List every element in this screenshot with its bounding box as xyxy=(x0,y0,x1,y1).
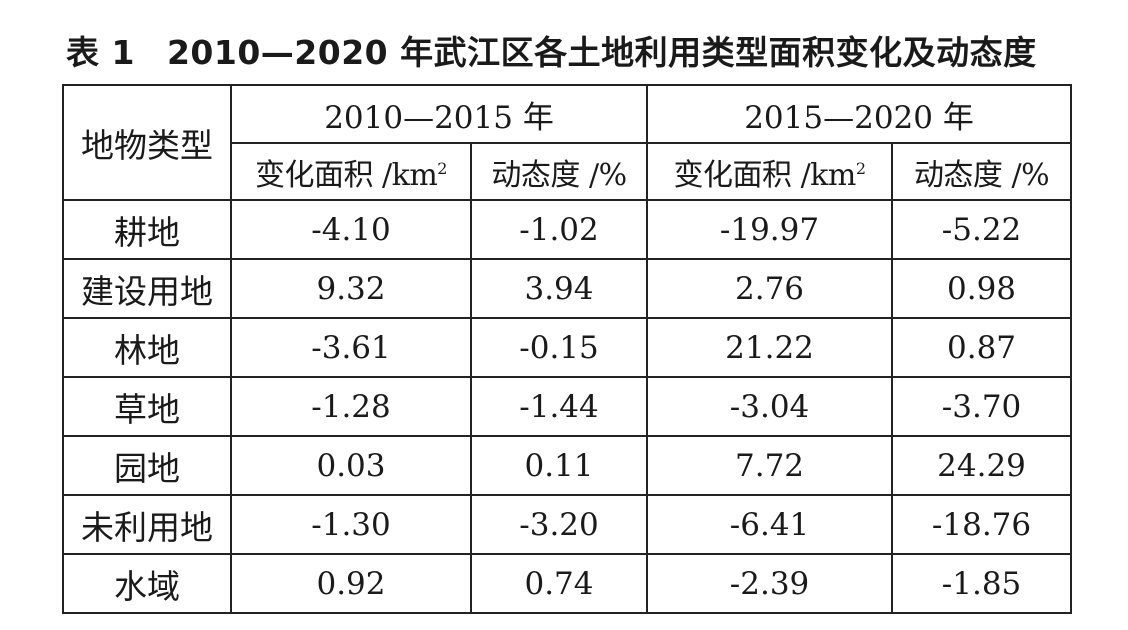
table-row: 水域 0.92 0.74 -2.39 -1.85 xyxy=(62,553,1073,614)
table-cell: -0.15 xyxy=(469,317,649,378)
table-cell: 7.72 xyxy=(646,435,894,496)
table-cell: -18.76 xyxy=(891,494,1073,555)
table-caption: 表 1 2010—2020 年武江区各土地利用类型面积变化及动态度 xyxy=(66,30,1076,76)
table-cell: -3.70 xyxy=(891,376,1073,437)
header-dynamic-degree-2-label: 动态度 /% xyxy=(913,157,1050,193)
header-row-periods: 地物类型 2010—2015 年 2015—2020 年 xyxy=(62,84,1073,201)
header-area-change-1-label: 变化面积 /km xyxy=(255,157,438,193)
table-cell: -3.20 xyxy=(469,494,649,555)
table-row: 林地 -3.61 -0.15 21.22 0.87 xyxy=(62,317,1073,378)
table-cell: -19.97 xyxy=(646,199,894,260)
table-cell: 24.29 xyxy=(891,435,1073,496)
header-period-2: 2015—2020 年 xyxy=(646,84,1073,144)
table-cell: -1.02 xyxy=(469,199,649,260)
table-row: 未利用地 -1.30 -3.20 -6.41 -18.76 xyxy=(62,494,1073,555)
table-cell: 3.94 xyxy=(469,258,649,319)
table-cell: 0.11 xyxy=(469,435,649,496)
table-cell: -5.22 xyxy=(891,199,1073,260)
table-cell: -1.30 xyxy=(230,494,472,555)
row-label: 水域 xyxy=(62,553,232,614)
header-area-change-1: 变化面积 /km2 xyxy=(230,142,472,201)
table-cell: 0.87 xyxy=(891,317,1073,378)
header-dynamic-degree-1-label: 动态度 /% xyxy=(491,157,627,193)
row-label: 草地 xyxy=(62,376,232,437)
row-label: 未利用地 xyxy=(62,494,232,555)
table-cell: -1.28 xyxy=(230,376,472,437)
table-cell: 0.74 xyxy=(469,553,649,614)
table-cell: -2.39 xyxy=(646,553,894,614)
row-label: 建设用地 xyxy=(62,258,232,319)
header-area-change-2-label: 变化面积 /km xyxy=(673,157,857,193)
header-area-change-2: 变化面积 /km2 xyxy=(646,142,894,201)
table-row: 耕地 -4.10 -1.02 -19.97 -5.22 xyxy=(62,199,1073,260)
table-cell: -3.04 xyxy=(646,376,894,437)
table-row: 园地 0.03 0.11 7.72 24.29 xyxy=(62,435,1073,496)
table-cell: 21.22 xyxy=(646,317,894,378)
header-area-change-1-sup: 2 xyxy=(437,158,447,178)
header-dynamic-degree-1: 动态度 /% xyxy=(469,142,649,201)
table-number: 表 1 xyxy=(66,33,135,72)
table-cell: 2.76 xyxy=(646,258,894,319)
header-area-change-2-sup: 2 xyxy=(855,158,866,178)
land-use-change-table: 地物类型 2010—2015 年 2015—2020 年 变化面积 /km2 动… xyxy=(62,84,1073,614)
header-land-type: 地物类型 xyxy=(62,84,232,201)
table-cell: -4.10 xyxy=(230,199,472,260)
row-label: 园地 xyxy=(62,435,232,496)
table-cell: 0.92 xyxy=(230,553,472,614)
table-cell: -3.61 xyxy=(230,317,472,378)
row-label: 林地 xyxy=(62,317,232,378)
table-cell: -1.44 xyxy=(469,376,649,437)
table-cell: -6.41 xyxy=(646,494,894,555)
table-cell: 0.03 xyxy=(230,435,472,496)
table-cell: 0.98 xyxy=(891,258,1073,319)
header-dynamic-degree-2: 动态度 /% xyxy=(891,142,1073,201)
header-period-1: 2010—2015 年 xyxy=(229,84,649,144)
row-label: 耕地 xyxy=(62,199,232,260)
table-row: 建设用地 9.32 3.94 2.76 0.98 xyxy=(62,258,1073,319)
header-row-metrics: 变化面积 /km2 动态度 /% 变化面积 /km2 动态度 /% xyxy=(63,142,1073,201)
table-title: 2010—2020 年武江区各土地利用类型面积变化及动态度 xyxy=(166,33,1037,72)
table-cell: 9.32 xyxy=(230,258,472,319)
table-row: 草地 -1.28 -1.44 -3.04 -3.70 xyxy=(62,376,1073,437)
table-cell: -1.85 xyxy=(891,553,1073,614)
